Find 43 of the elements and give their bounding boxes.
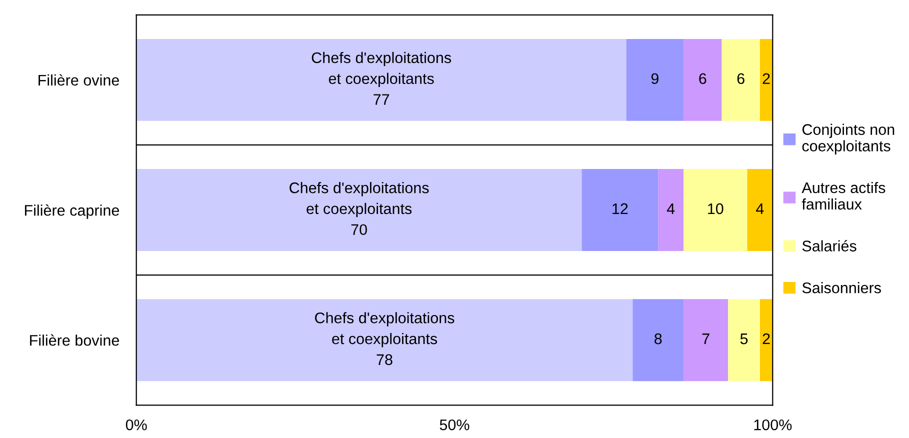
data-label: 4 xyxy=(756,203,764,214)
bar xyxy=(722,38,760,121)
bar xyxy=(582,169,658,251)
bar xyxy=(684,299,728,382)
legend-label: Salariés xyxy=(802,240,856,252)
data-label: 8 xyxy=(654,333,662,344)
x-tick-label: 100% xyxy=(754,419,792,430)
data-label: 70 xyxy=(351,224,367,236)
bar xyxy=(684,38,722,121)
legend-label: Saisonniers xyxy=(802,282,881,294)
bar xyxy=(747,169,773,251)
bar xyxy=(684,169,748,251)
bar xyxy=(760,299,773,382)
bar xyxy=(626,38,684,121)
data-label: 77 xyxy=(374,94,390,105)
bar xyxy=(658,169,684,251)
data-label: 7 xyxy=(702,334,710,344)
data-label: 78 xyxy=(376,354,392,366)
x-tick-label: 0% xyxy=(126,419,147,430)
bar xyxy=(136,38,626,121)
data-label: 2 xyxy=(762,73,770,84)
legend-label: Autres actifs familiaux xyxy=(802,182,886,210)
bar xyxy=(760,38,773,121)
y-tick-label: Filière ovine xyxy=(38,74,120,86)
data-label: 6 xyxy=(737,73,744,84)
data-label: 10 xyxy=(708,203,724,214)
series-label: Chefs d'exploitations et coexploitants xyxy=(312,52,452,88)
data-label: 6 xyxy=(699,73,706,84)
bar xyxy=(728,299,760,382)
y-tick-label: Filière bovine xyxy=(30,334,120,346)
text: Chefs d'exploitations et coexploitants xyxy=(315,312,454,348)
data-label: 5 xyxy=(740,334,748,344)
bar xyxy=(136,299,633,382)
legend-label: Conjoints non coexploitants xyxy=(802,124,894,154)
data-label: 4 xyxy=(666,203,675,214)
data-label: 12 xyxy=(612,203,628,214)
text: Chefs d'exploitations et coexploitants xyxy=(290,182,429,218)
data-label: 2 xyxy=(762,333,770,344)
bar xyxy=(136,169,582,251)
y-tick-label: Filière caprine xyxy=(24,204,120,219)
x-tick-label: 50% xyxy=(440,419,470,430)
bar xyxy=(632,299,684,382)
data-label: 9 xyxy=(651,73,658,84)
